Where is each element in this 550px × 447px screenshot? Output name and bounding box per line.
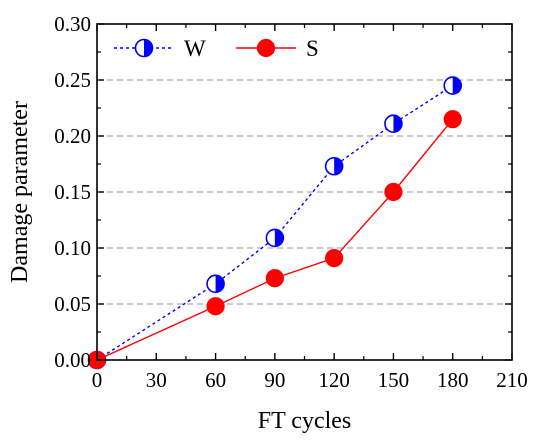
y-tick-label: 0.00 bbox=[54, 348, 91, 372]
legend-label-s: S bbox=[306, 36, 319, 61]
legend-marker-w bbox=[134, 38, 154, 58]
legend-marker-s bbox=[256, 38, 276, 58]
legend-label-w: W bbox=[184, 36, 206, 61]
data-point-s bbox=[206, 297, 225, 316]
data-point-s bbox=[265, 269, 284, 288]
x-tick-label: 150 bbox=[378, 368, 410, 392]
y-axis-title: Damage parameter bbox=[7, 101, 33, 283]
axis-ticks bbox=[96, 23, 513, 361]
data-point-s bbox=[443, 110, 462, 129]
data-point-w bbox=[265, 228, 285, 248]
x-axis-title: FT cycles bbox=[258, 408, 352, 434]
x-tick-label: 0 bbox=[92, 368, 103, 392]
y-tick-label: 0.25 bbox=[54, 68, 91, 92]
series-line-s bbox=[96, 118, 454, 361]
data-point-s bbox=[325, 248, 344, 268]
x-tick-label: 120 bbox=[318, 368, 350, 392]
x-tick-label: 210 bbox=[496, 368, 528, 392]
data-point-w bbox=[443, 76, 463, 95]
y-tick-label: 0.30 bbox=[54, 12, 91, 36]
data-point-w bbox=[206, 274, 225, 294]
x-tick-label: 90 bbox=[264, 368, 285, 392]
y-tick-label: 0.20 bbox=[54, 124, 91, 148]
data-point-w bbox=[324, 156, 344, 176]
x-tick-label: 180 bbox=[437, 368, 469, 392]
axis-tick-labels: 0.00 0.05 0.10 0.15 0.20 0.25 0.30 0 30 60 90 120 15… bbox=[54, 12, 528, 392]
y-tick-label: 0.05 bbox=[54, 292, 91, 316]
series-group bbox=[87, 76, 463, 370]
data-point-s bbox=[384, 182, 403, 202]
y-tick-label: 0.15 bbox=[54, 180, 91, 204]
x-tick-label: 30 bbox=[146, 368, 167, 392]
y-tick-label: 0.10 bbox=[54, 236, 91, 260]
gridlines bbox=[97, 79, 512, 305]
x-tick-label: 60 bbox=[205, 368, 226, 392]
data-point-w bbox=[384, 114, 403, 133]
